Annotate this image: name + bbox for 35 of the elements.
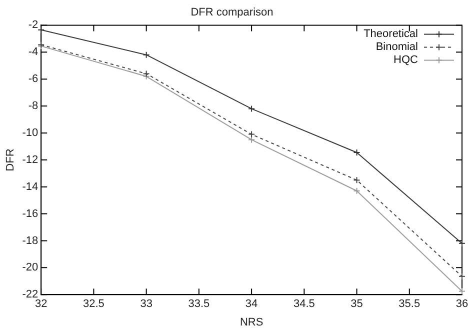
point: [353, 148, 360, 156]
y-tick-label: -8: [28, 100, 38, 112]
x-tick-label: 32: [34, 298, 48, 310]
legend-label: Binomial: [376, 41, 418, 54]
y-tick-label: -18: [22, 234, 38, 247]
y-tick-label: -2: [28, 19, 38, 32]
y-tick-label: -4: [28, 46, 38, 58]
x-tick-label: 33.5: [188, 298, 210, 310]
x-tick-label: 34: [245, 298, 258, 310]
y-tick-label: -12: [22, 154, 38, 166]
y-tick-label: -14: [22, 180, 38, 193]
x-tick-label: 33: [140, 298, 152, 310]
x-tick-label: 36: [456, 298, 468, 310]
point: [248, 130, 256, 138]
x-tick-label: 35: [350, 298, 363, 310]
x-tick-label: 35.5: [398, 298, 420, 310]
y-tick-label: -22: [22, 288, 38, 301]
point: [248, 136, 256, 144]
legend-label: Theoretical: [364, 28, 418, 40]
x-tick-label: 34.5: [293, 298, 315, 310]
x-axis-title: NRS: [240, 316, 264, 328]
point: [458, 272, 466, 280]
point: [142, 70, 150, 78]
y-tick-label: -16: [22, 208, 38, 220]
legend-label: HQC: [394, 54, 418, 66]
point: [248, 105, 256, 112]
y-tick-label: -6: [28, 73, 38, 86]
point: [142, 51, 150, 58]
chart-title: DFR comparison: [190, 6, 274, 19]
y-axis-title: DFR: [4, 148, 17, 172]
x-tick-label: 32.5: [83, 298, 104, 310]
y-tick-label: -20: [22, 262, 38, 274]
point: [353, 187, 360, 194]
y-tick-label: -10: [22, 126, 38, 139]
point: [353, 176, 360, 184]
